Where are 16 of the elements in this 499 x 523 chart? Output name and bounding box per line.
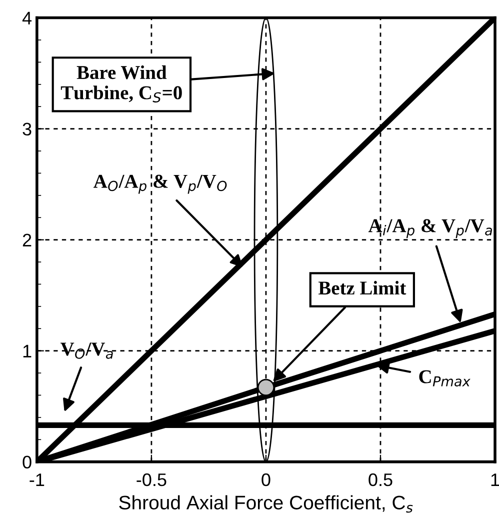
x-tick-label: 0 (262, 473, 270, 486)
annotation: A$_{i}$/A$_{p}$ & V$_{p}$/V$_{a}$ (368, 219, 492, 238)
annotation: A$_{O}$/A$_{p}$ & V$_{p}$/V$_{O}$ (94, 174, 227, 194)
y-tick-label: 0 (22, 456, 32, 469)
y-tick-label: 3 (22, 122, 32, 136)
annotation: Bare Wind Turbine, C$_{S}$=0 (60, 65, 182, 102)
y-tick-label: 4 (22, 12, 32, 24)
y-tick-label: 1 (23, 344, 32, 358)
x-tick-label: 1 (491, 474, 499, 486)
annotation: C$_{Pmax}$ (419, 370, 470, 386)
x-tick-label: -0.5 (136, 473, 166, 486)
x-tick-label: 0.5 (368, 473, 392, 486)
x-axis-title: Shroud Axial Force Coefficient, C$_{s}$ (119, 495, 413, 513)
annotation: Betz Limit (318, 280, 406, 295)
x-tick-label: -1 (30, 474, 44, 486)
y-tick-label: 2 (22, 234, 32, 246)
